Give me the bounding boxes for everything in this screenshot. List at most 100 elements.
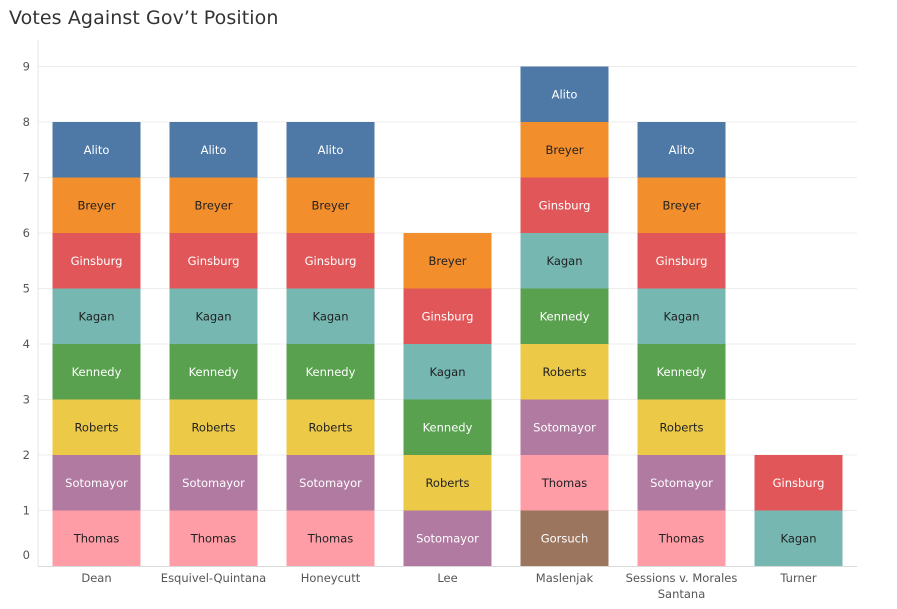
segment-label: Sotomayor [416, 531, 479, 545]
bar-segment-thomas[interactable] [637, 510, 726, 567]
bar-segment-kennedy[interactable] [403, 399, 492, 456]
y-tick-label: 4 [23, 337, 30, 351]
segment-label: Alito [201, 143, 227, 157]
segment-label: Alito [669, 143, 695, 157]
bar-segment-kennedy[interactable] [169, 344, 258, 400]
segment-label: Roberts [308, 420, 352, 434]
bar-segment-kagan[interactable] [286, 288, 375, 345]
bar-segment-ginsburg[interactable] [520, 177, 609, 234]
segment-label: Kagan [663, 309, 699, 323]
segment-label: Kennedy [540, 309, 590, 323]
bar-segment-roberts[interactable] [52, 399, 141, 456]
bar-segment-breyer[interactable] [169, 177, 258, 234]
segment-label: Roberts [425, 476, 469, 490]
bar-segment-alito[interactable] [520, 66, 609, 123]
bar-segment-breyer[interactable] [520, 122, 609, 178]
bar-segment-kennedy[interactable] [637, 344, 726, 400]
segment-label: Sotomayor [533, 420, 596, 434]
bar-segment-ginsburg[interactable] [403, 288, 492, 345]
bar-segment-breyer[interactable] [403, 233, 492, 289]
bar-segment-thomas[interactable] [520, 455, 609, 511]
x-category-label: Maslenjak [536, 571, 594, 585]
y-tick-label: 8 [23, 115, 30, 129]
bar-segment-ginsburg[interactable] [169, 233, 258, 289]
bar-segment-kennedy[interactable] [52, 344, 141, 400]
segment-label: Sotomayor [299, 476, 362, 490]
bar-segment-roberts[interactable] [637, 399, 726, 456]
bar-segment-gorsuch[interactable] [520, 510, 609, 567]
bar-segment-thomas[interactable] [286, 510, 375, 567]
bar-segment-ginsburg[interactable] [637, 233, 726, 289]
segment-label: Alito [84, 143, 110, 157]
segment-label: Ginsburg [71, 254, 123, 268]
segment-label: Alito [318, 143, 344, 157]
bar-segment-ginsburg[interactable] [754, 455, 843, 511]
bar-segment-kagan[interactable] [403, 344, 492, 400]
bar-segment-breyer[interactable] [286, 177, 375, 234]
x-category-label: Esquivel-Quintana [161, 571, 266, 585]
bar-segment-alito[interactable] [637, 122, 726, 178]
bar-segment-alito[interactable] [169, 122, 258, 178]
bar-segment-sotomayor[interactable] [52, 455, 141, 511]
x-category-label: Santana [658, 587, 706, 601]
segment-label: Kennedy [72, 365, 122, 379]
bar-segment-sotomayor[interactable] [637, 455, 726, 511]
bar-segment-alito[interactable] [52, 122, 141, 178]
bar-segment-kennedy[interactable] [286, 344, 375, 400]
bar-segment-sotomayor[interactable] [520, 399, 609, 456]
segment-label: Gorsuch [541, 531, 589, 545]
bar-segment-kennedy[interactable] [520, 288, 609, 345]
bar-segment-ginsburg[interactable] [286, 233, 375, 289]
segment-label: Alito [552, 87, 578, 101]
segment-label: Roberts [659, 420, 703, 434]
segment-label: Ginsburg [422, 309, 474, 323]
y-tick-label: 7 [23, 171, 30, 185]
segment-label: Kagan [78, 309, 114, 323]
x-category-label: Honeycutt [301, 571, 361, 585]
x-category-label: Sessions v. Morales [626, 571, 738, 585]
bar-segment-breyer[interactable] [637, 177, 726, 234]
segment-label: Thomas [73, 531, 120, 545]
chart-title: Votes Against Gov’t Position [9, 7, 279, 29]
bar-segment-breyer[interactable] [52, 177, 141, 234]
y-tick-label: 3 [23, 393, 30, 407]
bar-segment-sotomayor[interactable] [286, 455, 375, 511]
bar-segment-kagan[interactable] [754, 510, 843, 567]
x-category-label: Lee [437, 571, 457, 585]
bar-segment-roberts[interactable] [286, 399, 375, 456]
y-tick-label: 1 [23, 504, 30, 518]
y-axis: 0 1 2 3 4 5 6 7 8 9 [23, 40, 39, 566]
segment-label: Sotomayor [182, 476, 245, 490]
segment-label: Kagan [780, 531, 816, 545]
bar-segment-thomas[interactable] [169, 510, 258, 567]
segment-label: Kagan [312, 309, 348, 323]
bar-segment-sotomayor[interactable] [169, 455, 258, 511]
segment-label: Breyer [194, 198, 232, 212]
segment-label: Kagan [429, 365, 465, 379]
segment-label: Sotomayor [650, 476, 713, 490]
bar-segment-roberts[interactable] [403, 455, 492, 511]
y-tick-label: 2 [23, 448, 30, 462]
bar-segment-roberts[interactable] [169, 399, 258, 456]
segment-label: Roberts [74, 420, 118, 434]
segment-label: Kagan [195, 309, 231, 323]
segment-label: Kennedy [423, 420, 473, 434]
bar-segment-kagan[interactable] [520, 233, 609, 289]
x-axis: Dean Esquivel-Quintana Honeycutt Lee Maslenj… [38, 566, 857, 601]
bar-segment-sotomayor[interactable] [403, 510, 492, 567]
bar-segment-kagan[interactable] [52, 288, 141, 345]
bar-segment-kagan[interactable] [169, 288, 258, 345]
bar-segment-roberts[interactable] [520, 344, 609, 400]
segment-label: Roberts [191, 420, 235, 434]
y-tick-label: 6 [23, 226, 30, 240]
bar-segment-alito[interactable] [286, 122, 375, 178]
segment-label: Ginsburg [188, 254, 240, 268]
bar-segment-kagan[interactable] [637, 288, 726, 345]
segment-label: Kennedy [657, 365, 707, 379]
bar-segment-ginsburg[interactable] [52, 233, 141, 289]
segment-label: Thomas [190, 531, 237, 545]
segment-label: Ginsburg [773, 476, 825, 490]
y-tick-label: 0 [23, 548, 30, 562]
x-category-label: Dean [81, 571, 111, 585]
bar-segment-thomas[interactable] [52, 510, 141, 567]
